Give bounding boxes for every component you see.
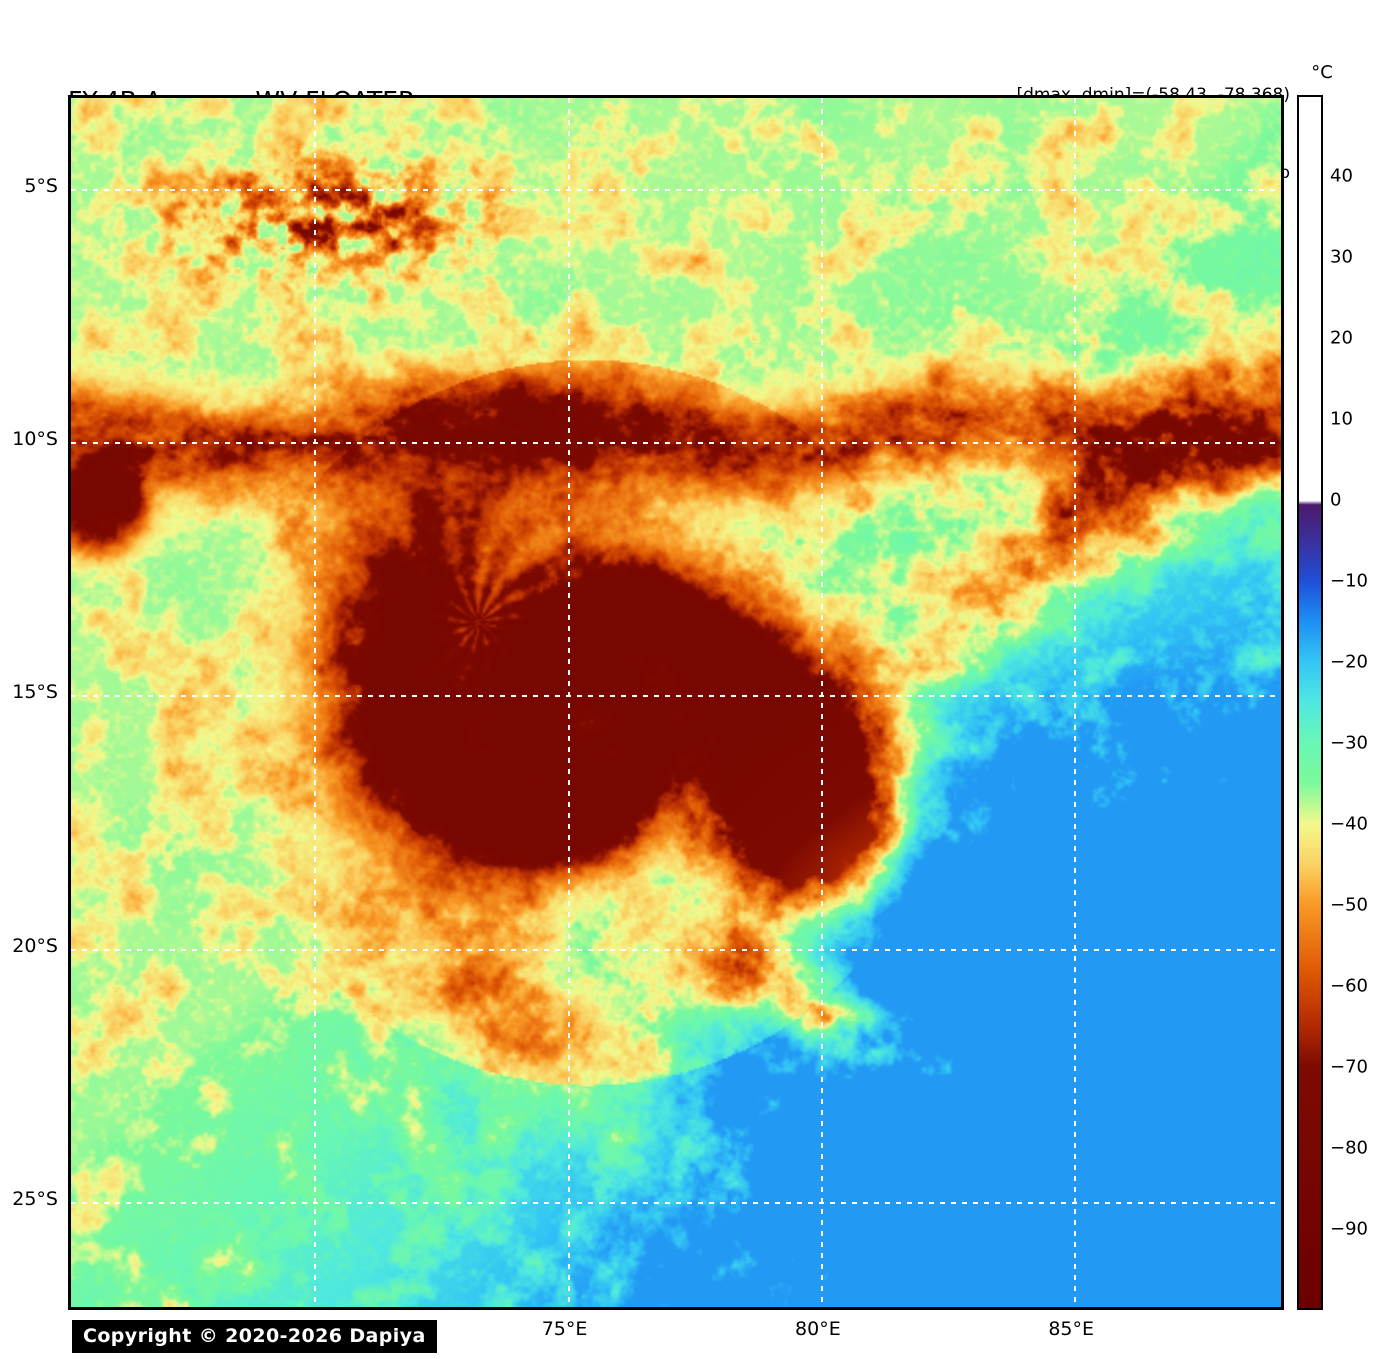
colorbar-tick-label: −60: [1330, 975, 1368, 997]
colorbar-tick-label: −70: [1330, 1056, 1368, 1078]
colorbar-tick-label: −40: [1330, 813, 1368, 835]
colorbar-unit-label: °C: [1311, 62, 1333, 83]
y-tick-label: 20°S: [12, 934, 58, 957]
x-tick-label: 75°E: [541, 1318, 588, 1340]
y-tick-label: 15°S: [12, 681, 58, 704]
x-tick-label: 80°E: [795, 1318, 841, 1340]
colorbar-tick-label: 10: [1330, 408, 1353, 430]
colorbar-tick-label: −50: [1330, 894, 1368, 916]
colorbar-tick-label: −30: [1330, 732, 1368, 754]
colorbar-gradient: [1299, 97, 1321, 1308]
satellite-map[interactable]: [68, 95, 1284, 1310]
colorbar-tick-label: 0: [1330, 489, 1342, 511]
colorbar-tick-label: −20: [1330, 651, 1368, 673]
y-tick-label: 25°S: [12, 1187, 58, 1210]
x-tick-label: 85°E: [1048, 1318, 1095, 1340]
colorbar-tick-label: 20: [1330, 327, 1353, 349]
y-tick-label: 10°S: [12, 428, 58, 451]
copyright-banner: Copyright © 2020-2026 Dapiya: [72, 1320, 437, 1353]
satellite-imagery-canvas: [71, 98, 1281, 1307]
colorbar-tick-label: −10: [1330, 570, 1368, 592]
y-tick-label: 5°S: [24, 175, 58, 198]
temperature-colorbar[interactable]: [1297, 95, 1323, 1310]
colorbar-tick-label: 40: [1330, 165, 1353, 187]
colorbar-tick-label: −90: [1330, 1218, 1368, 1240]
colorbar-tick-label: −80: [1330, 1137, 1368, 1159]
colorbar-tick-label: 30: [1330, 246, 1353, 268]
